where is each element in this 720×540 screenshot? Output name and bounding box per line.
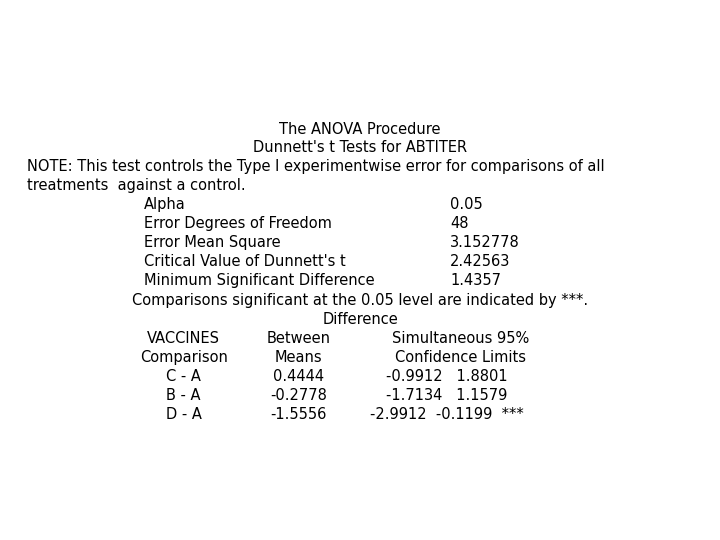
Text: Comparison: Comparison (140, 350, 228, 365)
Text: The ANOVA Procedure: The ANOVA Procedure (279, 122, 441, 137)
Text: -0.2778: -0.2778 (271, 388, 327, 403)
Text: VACCINES: VACCINES (147, 331, 220, 346)
Text: Dunnett's t Tests for ABTITER: Dunnett's t Tests for ABTITER (253, 140, 467, 156)
Text: Simultaneous 95%: Simultaneous 95% (392, 331, 529, 346)
Text: Comparisons significant at the 0.05 level are indicated by ***.: Comparisons significant at the 0.05 leve… (132, 293, 588, 308)
Text: Error Degrees of Freedom: Error Degrees of Freedom (144, 216, 332, 231)
Text: B - A: B - A (166, 388, 201, 403)
Text: 0.05: 0.05 (450, 197, 482, 212)
Text: -1.5556: -1.5556 (271, 407, 327, 422)
Text: 2.42563: 2.42563 (450, 254, 510, 269)
Text: Error Mean Square: Error Mean Square (144, 235, 281, 250)
Text: 1.4357: 1.4357 (450, 273, 501, 288)
Text: Difference: Difference (322, 312, 398, 327)
Text: NOTE: This test controls the Type I experimentwise error for comparisons of all: NOTE: This test controls the Type I expe… (27, 159, 605, 174)
Text: Means: Means (275, 350, 323, 365)
Text: -1.7134   1.1579: -1.7134 1.1579 (386, 388, 507, 403)
Text: C - A: C - A (166, 369, 201, 384)
Text: 0.4444: 0.4444 (273, 369, 325, 384)
Text: -2.9912  -0.1199  ***: -2.9912 -0.1199 *** (369, 407, 523, 422)
Text: Minimum Significant Difference: Minimum Significant Difference (144, 273, 374, 288)
Text: Alpha: Alpha (144, 197, 186, 212)
Text: D - A: D - A (166, 407, 202, 422)
Text: 3.152778: 3.152778 (450, 235, 520, 250)
Text: Confidence Limits: Confidence Limits (395, 350, 526, 365)
Text: Between: Between (267, 331, 330, 346)
Text: Critical Value of Dunnett's t: Critical Value of Dunnett's t (144, 254, 346, 269)
Text: -0.9912   1.8801: -0.9912 1.8801 (386, 369, 507, 384)
Text: 48: 48 (450, 216, 469, 231)
Text: treatments  against a control.: treatments against a control. (27, 178, 246, 193)
